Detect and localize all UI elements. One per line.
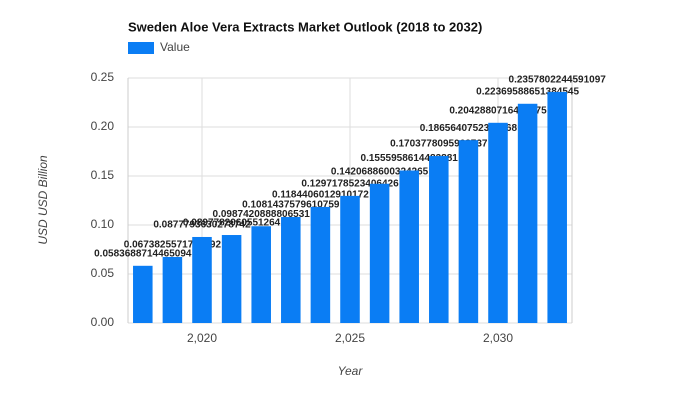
- data-label: 0.0987420888806531: [213, 209, 311, 220]
- bar: [192, 236, 212, 323]
- chart-title: Sweden Aloe Vera Extracts Market Outlook…: [128, 19, 482, 34]
- bar: [488, 122, 508, 323]
- data-label: 0.0583688714465094: [94, 248, 192, 259]
- y-tick-label: 0.15: [91, 168, 115, 182]
- y-axis-label: USD USD Billion: [36, 155, 50, 245]
- y-tick-label: 0.05: [91, 266, 115, 280]
- data-label: 0.2042880716436775: [449, 105, 547, 116]
- data-label: 0.0673825571796492: [124, 240, 222, 251]
- data-label: 0.1865640752373868: [420, 123, 518, 134]
- y-tick-label: 0.25: [91, 70, 115, 84]
- legend-swatch: [128, 42, 154, 54]
- x-tick-label: 2,020: [187, 331, 217, 345]
- bar: [340, 195, 360, 323]
- bar: [133, 265, 153, 323]
- data-label: 0.1703778095963737: [390, 139, 488, 150]
- bar: [547, 91, 567, 323]
- data-label: 0.0877793630278742: [153, 220, 251, 231]
- x-tick-label: 2,025: [335, 331, 365, 345]
- legend-label: Value: [160, 40, 190, 54]
- bar: [281, 217, 301, 323]
- x-tick-label: 2,030: [483, 331, 513, 345]
- data-label: 0.22369588651384545: [476, 86, 579, 97]
- y-tick-label: 0.20: [91, 119, 115, 133]
- data-label: 0.1420688600324265: [331, 166, 429, 177]
- data-label: 0.1081437579610759: [242, 200, 340, 211]
- data-label: 0.0897782060551264: [183, 218, 281, 229]
- bar: [251, 226, 271, 323]
- x-axis-label: Year: [338, 364, 364, 378]
- bar: [162, 256, 183, 323]
- bar: [429, 156, 449, 323]
- data-label: 0.2357802244591097: [509, 75, 607, 86]
- y-tick-label: 0.10: [91, 217, 115, 231]
- bar: [310, 206, 331, 323]
- bar: [369, 183, 390, 323]
- bar: [399, 170, 419, 323]
- bar: [517, 103, 538, 323]
- bar: [221, 235, 242, 323]
- data-label: 0.1184406012910172: [272, 190, 369, 201]
- bar: [458, 140, 479, 323]
- data-label: 0.1297178523406426: [301, 179, 399, 190]
- y-tick-label: 0.00: [91, 315, 115, 329]
- data-label: 0.1555958614483881: [361, 153, 459, 164]
